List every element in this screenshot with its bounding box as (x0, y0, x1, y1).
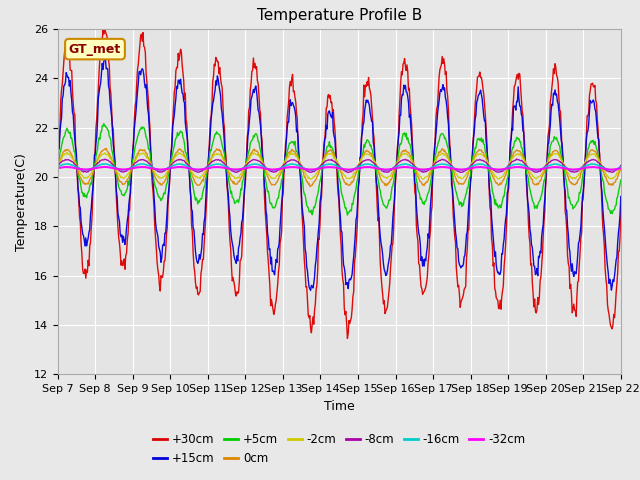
Y-axis label: Temperature(C): Temperature(C) (15, 153, 28, 251)
Text: GT_met: GT_met (69, 43, 121, 56)
Legend: +30cm, +15cm, +5cm, 0cm, -2cm, -8cm, -16cm, -32cm: +30cm, +15cm, +5cm, 0cm, -2cm, -8cm, -16… (148, 429, 530, 470)
X-axis label: Time: Time (324, 400, 355, 413)
Title: Temperature Profile B: Temperature Profile B (257, 9, 422, 24)
